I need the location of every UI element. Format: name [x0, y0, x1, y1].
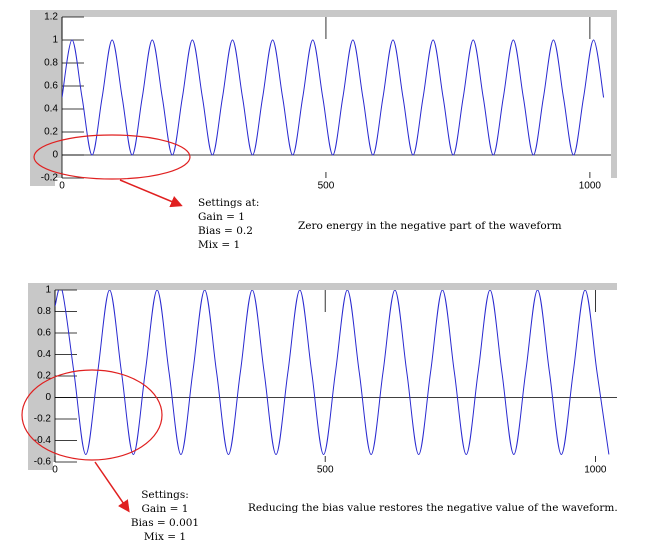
highlight-ellipse — [21, 369, 163, 461]
y-tick-label: -0.2 — [34, 414, 52, 425]
y-tick-label: 1 — [45, 285, 51, 296]
x-label-band — [55, 178, 617, 186]
y-tick-label: 0 — [45, 392, 51, 403]
x-tick-label: 0 — [59, 181, 65, 192]
settings-line: Mix = 1 — [143, 531, 187, 543]
settings-box: Settings at: Gain = 1 Bias = 0.2 Mix = 1 — [198, 196, 259, 252]
waveform — [62, 39, 605, 156]
plot-area — [55, 290, 617, 462]
settings-line: Settings at: — [198, 197, 260, 209]
y-tick-label: 0.4 — [44, 104, 58, 115]
y-tick-label: -0.6 — [34, 457, 52, 468]
y-tick-label: -0.4 — [34, 435, 52, 446]
y-tick-label: 0.4 — [37, 349, 51, 360]
y-tick-label: 1 — [52, 35, 58, 46]
settings-line: Gain = 1 — [198, 211, 245, 223]
x-label-band — [53, 462, 617, 470]
settings-line: Gain = 1 — [141, 503, 189, 515]
settings-line: Bias = 0.2 — [198, 225, 253, 237]
waveform — [55, 290, 610, 455]
y-tick-label: 0.8 — [37, 306, 51, 317]
y-tick-label: 0.2 — [37, 371, 51, 382]
y-tick-label: 0.6 — [37, 328, 51, 339]
arrow — [94, 461, 130, 513]
x-tick-label: 1000 — [584, 465, 607, 476]
settings-box: Settings: Gain = 1 Bias = 0.001 Mix = 1 — [120, 488, 210, 544]
x-tick-label: 1000 — [579, 181, 602, 192]
x-tick-label: 0 — [52, 465, 58, 476]
plot-area — [62, 17, 611, 178]
y-tick-label: 0.2 — [44, 127, 58, 138]
arrow — [119, 179, 183, 208]
settings-line: Mix = 1 — [198, 239, 241, 251]
x-tick-label: 500 — [318, 181, 335, 192]
note: Zero energy in the negative part of the … — [298, 220, 562, 232]
y-tick-label: -0.2 — [41, 173, 59, 184]
settings-line: Settings: — [141, 489, 189, 501]
y-tick-label: 0.8 — [44, 58, 58, 69]
highlight-ellipse — [33, 134, 191, 180]
settings-line: Bias = 0.001 — [130, 517, 200, 529]
y-tick-label: 0.6 — [44, 81, 58, 92]
y-tick-label: 0 — [52, 150, 58, 161]
note: Reducing the bias value restores the neg… — [248, 502, 618, 514]
y-tick-label: 1.2 — [44, 12, 58, 23]
x-tick-label: 500 — [317, 465, 334, 476]
